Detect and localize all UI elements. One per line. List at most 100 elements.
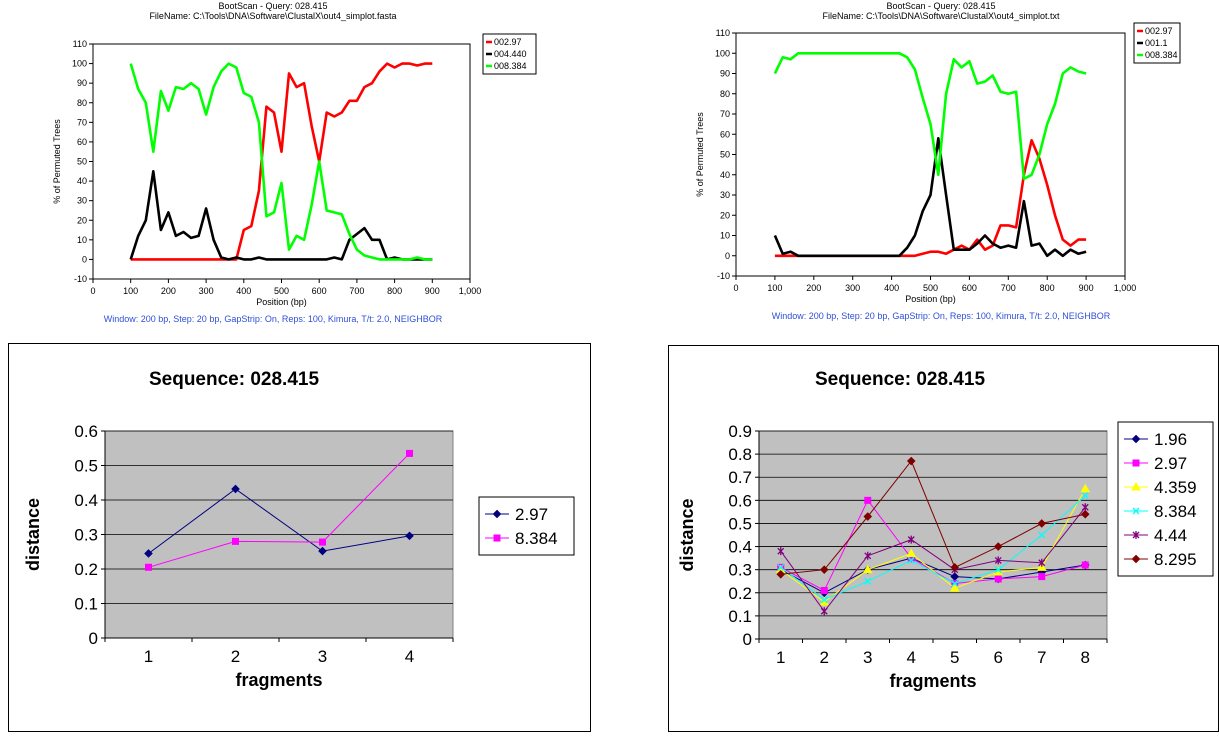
distance-two-ytick-label-0-4: 0.4 xyxy=(74,491,98,510)
distance-six-point-4-44-7 xyxy=(1038,558,1046,567)
distance-six-legend-marker-1-96 xyxy=(1131,434,1141,444)
distance-two-ylabel: distance xyxy=(23,498,43,571)
distance-six-ytick-label-0-6: 0.6 xyxy=(728,491,752,510)
distance-six-point-8-295-1 xyxy=(776,569,786,579)
distance-six-ytick-label-0-5: 0.5 xyxy=(728,514,752,533)
bootscan-chart-fasta: BootScan - Query: 028.415 FileName: C:\To… xyxy=(0,0,600,335)
distance-two-ytick-label-0-6: 0.6 xyxy=(74,422,98,441)
bootscan-txt-ytick-label-90: 90 xyxy=(720,69,730,79)
distance-six-series-line-4-44 xyxy=(780,506,1086,613)
distance-six-point-8-384-5 xyxy=(951,580,959,588)
bootscan-fasta-title: BootScan - Query: 028.415 xyxy=(218,1,327,11)
distance-two-point-2-97-2 xyxy=(231,484,240,494)
distance-six-ytick-label-0-7: 0.7 xyxy=(728,468,752,487)
bootscan-fasta-series-line-004-440 xyxy=(129,170,433,261)
distance-six-legend-label-8-384: 8.384 xyxy=(1154,502,1197,521)
bootscan-txt-ylabel: % of Permuted Trees xyxy=(695,112,705,197)
bootscan-fasta-series-line-002-97 xyxy=(130,62,433,261)
distance-six-point-2-97-2 xyxy=(820,586,828,594)
bootscan-fasta-ytick-label-30: 30 xyxy=(77,196,87,206)
distance-two-ytick-label-0: 0 xyxy=(89,629,98,648)
bootscan-fasta-footer: Window: 200 bp, Step: 20 bp, GapStrip: O… xyxy=(104,314,443,324)
bootscan-txt-series-line-008-384 xyxy=(773,51,1087,181)
distance-chart-two-series-svg: Sequence: 028.415 0 0.1 0.2 0.3 0.4 0.5 0.6 1 2 3 4… xyxy=(8,343,591,732)
bootscan-txt-subtitle: FileName: C:\Tools\DNA\Software\ClustalX… xyxy=(822,11,1060,21)
bootscan-fasta-legend-label-002-97: 002.97 xyxy=(494,37,522,47)
distance-two-xtick-label-4: 4 xyxy=(405,647,414,666)
distance-six-legend-box xyxy=(1117,421,1214,577)
bootscan-txt-xtick-label-300: 300 xyxy=(845,283,860,293)
distance-two-title: Sequence: 028.415 xyxy=(149,369,319,390)
distance-six-point-4-359-8 xyxy=(1080,483,1091,493)
bootscan-txt-xtick-label-500: 500 xyxy=(923,283,938,293)
distance-six-point-4-359-3 xyxy=(862,564,873,574)
distance-six-title: Sequence: 028.415 xyxy=(815,369,985,390)
bootscan-txt-xtick-label-200: 200 xyxy=(806,283,821,293)
bootscan-fasta-ytick-label-110: 110 xyxy=(73,39,87,49)
distance-chart-six-series-svg: Sequence: 028.415 0 0.1 0.2 0.3 0.4 0.5 0.6 0.7 0… xyxy=(668,345,1219,732)
distance-two-point-8-384-1 xyxy=(145,563,152,571)
distance-six-legend-marker-2-97 xyxy=(1132,459,1140,467)
bootscan-txt-legend-label-002-97: 002.97 xyxy=(1145,26,1173,36)
bootscan-txt-xlabel: Position (bp) xyxy=(905,294,956,304)
distance-six-point-8-384-3 xyxy=(864,577,872,585)
distance-six-legend-label-4-359: 4.359 xyxy=(1154,478,1197,497)
bootscan-txt-ytick-label-100: 100 xyxy=(715,48,730,58)
distance-two-point-2-97-3 xyxy=(318,546,327,556)
bootscan-fasta-xtick-label-0: 0 xyxy=(90,286,95,296)
distance-six-point-2-97-7 xyxy=(1038,573,1046,581)
distance-two-ytick-label-0-2: 0.2 xyxy=(74,560,98,579)
bootscan-txt-xtick-label-0: 0 xyxy=(733,283,738,293)
distance-six-point-8-384-6 xyxy=(994,566,1002,574)
distance-two-legend-box xyxy=(478,496,575,556)
distance-six-point-4-44-4 xyxy=(907,535,915,544)
bootscan-txt-xtick-label-700: 700 xyxy=(1001,283,1016,293)
bootscan-chart-txt: BootScan - Query: 028.415 FileName: C:\To… xyxy=(640,0,1219,335)
distance-two-point-8-384-4 xyxy=(406,449,413,457)
distance-two-point-8-384-3 xyxy=(319,538,326,546)
distance-six-point-4-44-2 xyxy=(820,607,828,616)
distance-two-point-2-97-1 xyxy=(144,549,153,558)
distance-six-legend-label-1-96: 1.96 xyxy=(1154,430,1187,449)
bootscan-txt-ytick-label-80: 80 xyxy=(720,89,730,99)
distance-six-point-4-359-5 xyxy=(949,583,960,592)
distance-six-point-8-295-2 xyxy=(819,565,829,574)
bootscan-fasta-ytick-label-10: 10 xyxy=(77,235,87,245)
bootscan-fasta-xtick-label-800: 800 xyxy=(387,286,402,296)
distance-chart-two-series: Sequence: 028.415 0 0.1 0.2 0.3 0.4 0.5 0.6 1 2 3 4… xyxy=(8,343,591,732)
bootscan-fasta-ylabel: % of Permuted Trees xyxy=(52,119,62,204)
distance-six-legend-label-2-97: 2.97 xyxy=(1154,454,1187,473)
distance-six-point-8-295-8 xyxy=(1080,509,1090,519)
distance-six-xtick-label-3: 3 xyxy=(863,648,872,667)
distance-six-point-4-359-7 xyxy=(1036,562,1047,571)
distance-six-point-4-44-1 xyxy=(777,547,785,556)
distance-six-ytick-label-0-4: 0.4 xyxy=(728,538,752,557)
bootscan-txt-xtick-label-600: 600 xyxy=(962,283,977,293)
distance-six-point-8-295-7 xyxy=(1037,519,1047,528)
distance-six-point-8-384-1 xyxy=(777,563,785,571)
distance-six-point-8-295-6 xyxy=(993,542,1003,551)
bootscan-txt-ytick-label-0: 0 xyxy=(725,251,730,261)
bootscan-txt-title: BootScan - Query: 028.415 xyxy=(886,1,995,11)
bootscan-txt-xtick-label-400: 400 xyxy=(884,283,899,293)
distance-chart-six-series: Sequence: 028.415 0 0.1 0.2 0.3 0.4 0.5 0.6 0.7 0… xyxy=(668,345,1219,732)
bootscan-fasta-xtick-label-400: 400 xyxy=(236,286,251,296)
bootscan-fasta-ytick-label-100: 100 xyxy=(72,59,87,69)
distance-six-point-8-384-7 xyxy=(1038,531,1046,539)
distance-two-series-line-2-97 xyxy=(148,488,410,554)
distance-six-point-2-97-3 xyxy=(864,496,872,504)
distance-six-ytick-label-0-2: 0.2 xyxy=(728,584,752,603)
distance-six-legend-marker-4-359 xyxy=(1131,481,1141,491)
distance-two-xtick-label-3: 3 xyxy=(318,647,327,666)
distance-six-point-8-384-2 xyxy=(820,596,828,604)
bootscan-fasta-ytick-label-70: 70 xyxy=(77,117,87,127)
distance-two-legend-marker-8-384 xyxy=(493,534,501,542)
bootscan-fasta-ytick-label-0: 0 xyxy=(82,254,87,264)
bootscan-fasta-xtick-label-500: 500 xyxy=(274,286,289,296)
distance-six-series-line-8-295 xyxy=(780,460,1086,575)
bootscan-fasta-ytick-label-10: -10 xyxy=(74,274,87,284)
bootscan-txt-footer: Window: 200 bp, Step: 20 bp, GapStrip: O… xyxy=(772,311,1111,321)
distance-six-ytick-label-0-1: 0.1 xyxy=(728,607,752,626)
distance-six-xlabel: fragments xyxy=(889,671,976,691)
